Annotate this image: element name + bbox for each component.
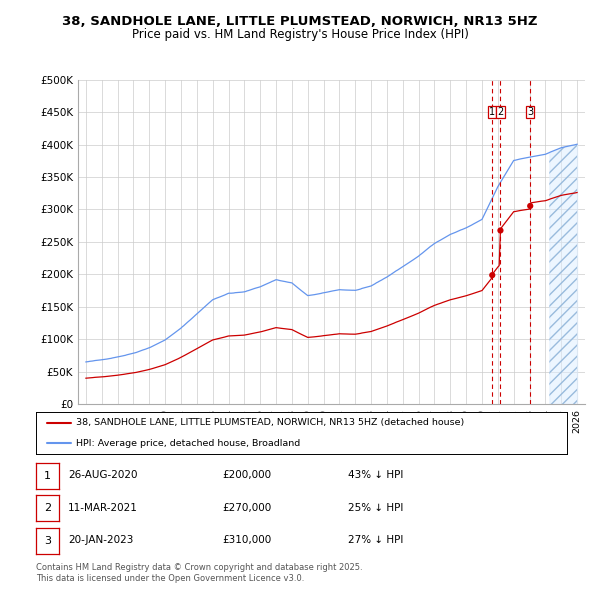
Text: 3: 3 [527, 107, 533, 117]
Text: 3: 3 [44, 536, 51, 546]
Text: £200,000: £200,000 [222, 470, 271, 480]
Text: 26-AUG-2020: 26-AUG-2020 [68, 470, 137, 480]
Point [496, 226, 505, 235]
Text: 38, SANDHOLE LANE, LITTLE PLUMSTEAD, NORWICH, NR13 5HZ: 38, SANDHOLE LANE, LITTLE PLUMSTEAD, NOR… [62, 15, 538, 28]
Text: Contains HM Land Registry data © Crown copyright and database right 2025.
This d: Contains HM Land Registry data © Crown c… [36, 563, 362, 583]
Text: £270,000: £270,000 [222, 503, 271, 513]
Text: 27% ↓ HPI: 27% ↓ HPI [348, 535, 403, 545]
Text: 1: 1 [489, 107, 496, 117]
Text: £310,000: £310,000 [222, 535, 271, 545]
Text: Price paid vs. HM Land Registry's House Price Index (HPI): Price paid vs. HM Land Registry's House … [131, 28, 469, 41]
Text: HPI: Average price, detached house, Broadland: HPI: Average price, detached house, Broa… [76, 439, 300, 448]
Text: 38, SANDHOLE LANE, LITTLE PLUMSTEAD, NORWICH, NR13 5HZ (detached house): 38, SANDHOLE LANE, LITTLE PLUMSTEAD, NOR… [76, 418, 464, 427]
Text: 2: 2 [44, 503, 51, 513]
Text: 1: 1 [44, 471, 51, 481]
Text: 2: 2 [497, 107, 503, 117]
Point [487, 270, 497, 280]
Point [526, 201, 535, 211]
Text: 20-JAN-2023: 20-JAN-2023 [68, 535, 133, 545]
Text: 11-MAR-2021: 11-MAR-2021 [68, 503, 137, 513]
Text: 43% ↓ HPI: 43% ↓ HPI [348, 470, 403, 480]
Text: 25% ↓ HPI: 25% ↓ HPI [348, 503, 403, 513]
